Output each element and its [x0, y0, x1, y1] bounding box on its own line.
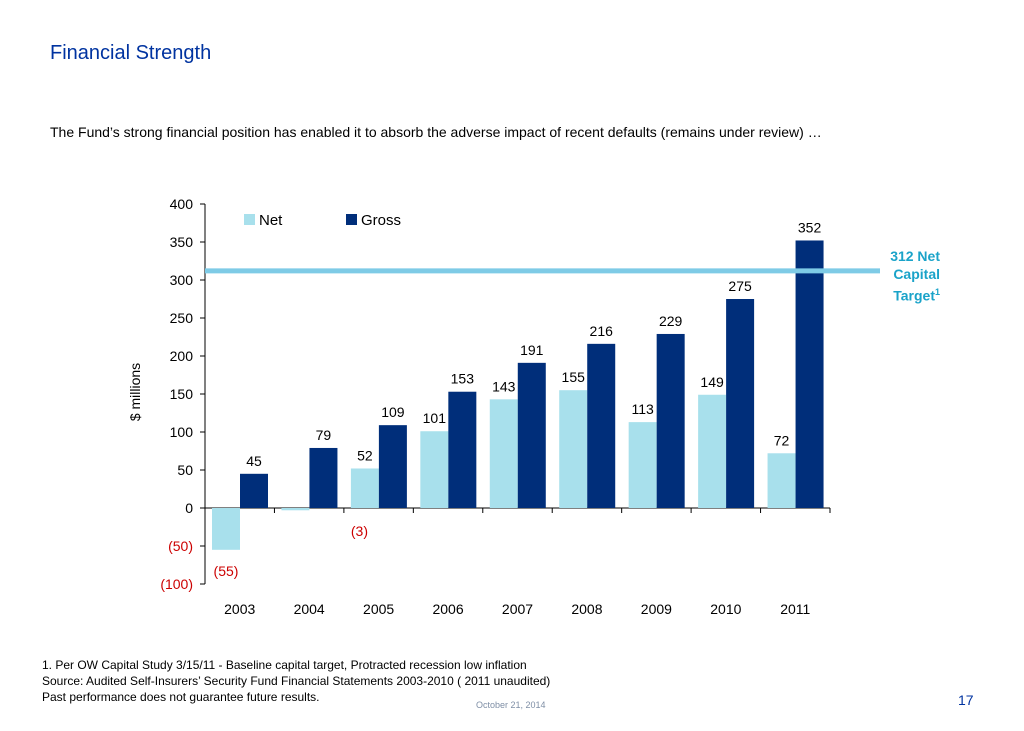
- page-number: 17: [958, 692, 974, 708]
- data-label-negative: (3): [351, 523, 368, 539]
- data-label: 216: [590, 323, 614, 339]
- data-label: 72: [774, 432, 790, 448]
- slide-title: Financial Strength: [50, 42, 212, 64]
- data-label-negative: (55): [214, 563, 239, 579]
- x-tick-label: 2004: [294, 601, 325, 617]
- bar-net: [489, 399, 518, 508]
- bar-gross: [448, 391, 477, 508]
- y-tick-label: (100): [160, 576, 193, 592]
- bar-gross: [240, 473, 268, 508]
- data-label: 45: [246, 453, 262, 469]
- bar-gross: [587, 343, 616, 508]
- legend-swatch-gross: [346, 214, 357, 225]
- y-tick-label: 50: [177, 462, 193, 478]
- data-label: 109: [381, 404, 405, 420]
- x-tick-label: 2007: [502, 601, 533, 617]
- bar-net: [350, 468, 379, 508]
- x-tick-label: 2010: [710, 601, 741, 617]
- data-label: 155: [562, 369, 586, 385]
- data-label: 229: [659, 313, 683, 329]
- legend-swatch-net: [244, 214, 255, 225]
- x-tick-label: 2009: [641, 601, 672, 617]
- bar-net: [559, 390, 588, 508]
- legend-label-net: Net: [259, 212, 283, 229]
- data-label: 149: [700, 374, 724, 390]
- y-tick-label: 400: [170, 196, 194, 212]
- data-label: 113: [632, 401, 655, 417]
- bar-gross: [656, 333, 685, 508]
- slide-date: October 21, 2014: [476, 700, 546, 710]
- y-tick-label: 250: [170, 310, 194, 326]
- data-label: 143: [492, 378, 516, 394]
- y-tick-label: 150: [170, 386, 194, 402]
- x-tick-label: 2006: [432, 601, 463, 617]
- data-label: 79: [316, 427, 332, 443]
- y-axis-label: $ millions: [127, 363, 143, 421]
- data-label: 191: [520, 342, 544, 358]
- bar-net: [628, 422, 657, 508]
- y-tick-label: 200: [170, 348, 194, 364]
- reference-label-sup: 1: [934, 287, 940, 297]
- x-tick-label: 2011: [780, 601, 810, 617]
- bar-gross: [378, 425, 407, 508]
- y-tick-label: 350: [170, 234, 194, 250]
- data-label: 153: [451, 371, 475, 387]
- bar-net: [767, 453, 796, 508]
- footnote-disclaimer: Past performance does not guarantee futu…: [42, 690, 320, 704]
- y-tick-label: (50): [168, 538, 193, 554]
- bar-gross: [309, 447, 338, 508]
- footnote-1: 1. Per OW Capital Study 3/15/11 - Baseli…: [42, 658, 527, 672]
- y-tick-label: 100: [170, 424, 194, 440]
- footnote-source: Source: Audited Self-Insurers’ Security …: [42, 674, 551, 688]
- slide-subtitle: The Fund’s strong financial position has…: [50, 124, 822, 140]
- bar-net: [212, 508, 240, 550]
- bar-net: [420, 431, 449, 508]
- reference-line-label: 312 Net Capital Target1: [840, 247, 940, 305]
- data-label: 275: [728, 278, 752, 294]
- bar-gross: [517, 362, 546, 508]
- reference-label-line2: Target: [893, 287, 935, 304]
- bar-net: [698, 394, 727, 508]
- reference-label-main: 312 Net Capital: [890, 248, 940, 282]
- x-tick-label: 2005: [363, 601, 394, 617]
- x-tick-label: 2003: [224, 601, 255, 617]
- data-label: 52: [357, 447, 373, 463]
- y-tick-label: 0: [185, 500, 193, 516]
- data-label: 352: [798, 219, 822, 235]
- x-tick-label: 2008: [571, 601, 602, 617]
- bar-net: [281, 508, 310, 511]
- bar-gross: [726, 299, 755, 508]
- bar-gross: [795, 240, 824, 509]
- y-tick-label: 300: [170, 272, 194, 288]
- legend-label-gross: Gross: [361, 212, 401, 229]
- data-label: 101: [423, 410, 447, 426]
